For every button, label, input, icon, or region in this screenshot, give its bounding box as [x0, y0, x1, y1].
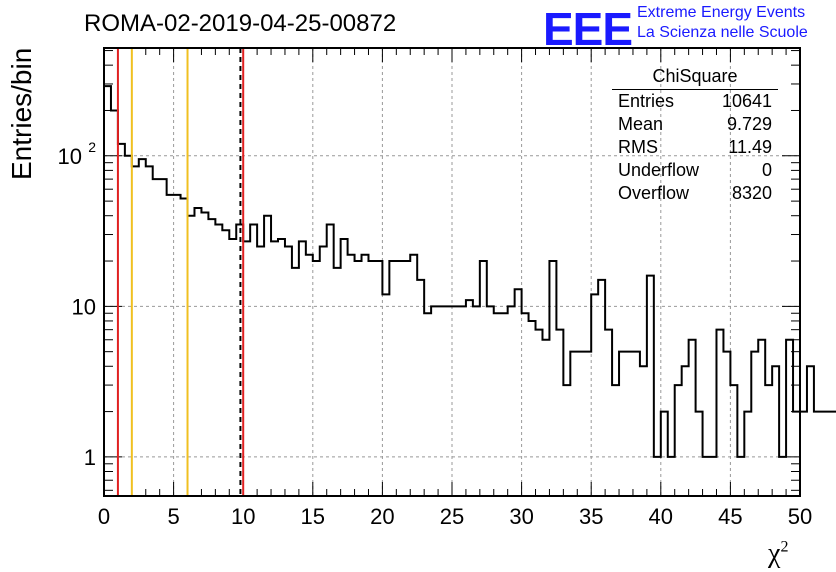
stats-row-mean: Mean 9.729 [618, 114, 772, 134]
x-tick-label: 35 [579, 504, 603, 529]
x-tick-label: 30 [509, 504, 533, 529]
x-tick-label: 40 [649, 504, 673, 529]
x-tick-label: 25 [440, 504, 464, 529]
stats-row-entries: Entries 10641 [618, 91, 772, 111]
eee-logo: EEE [543, 3, 633, 55]
x-tick-label: 5 [167, 504, 179, 529]
stats-row-rms: RMS 11.49 [618, 137, 772, 157]
x-tick-label: 15 [301, 504, 325, 529]
stats-title: ChiSquare [612, 66, 778, 90]
y-tick-label: 10 [58, 144, 82, 169]
logo-line-2: La Scienza nelle Scuole [637, 24, 808, 41]
x-tick-label: 10 [231, 504, 255, 529]
stats-row-overflow: Overflow 8320 [618, 183, 772, 203]
logo-line-1: Extreme Energy Events [637, 4, 806, 21]
chart-title: ROMA-02-2019-04-25-00872 [84, 10, 397, 37]
x-tick-label: 20 [370, 504, 394, 529]
x-tick-label: 45 [718, 504, 742, 529]
stats-box: ChiSquare Entries 10641 Mean 9.729 RMS 11.4… [612, 66, 778, 205]
y-tick-label-exponent: 2 [88, 139, 96, 155]
y-axis-label: Entries/bin [6, 47, 37, 180]
x-tick-label: 0 [98, 504, 110, 529]
x-axis-label: χ2 [768, 538, 789, 569]
y-tick-label: 10 [72, 294, 96, 319]
plot-frame [103, 47, 801, 497]
stats-row-underflow: Underflow 0 [618, 160, 772, 180]
x-tick-label: 50 [788, 504, 812, 529]
histogram-series [104, 85, 836, 458]
y-tick-label: 1 [84, 445, 96, 470]
